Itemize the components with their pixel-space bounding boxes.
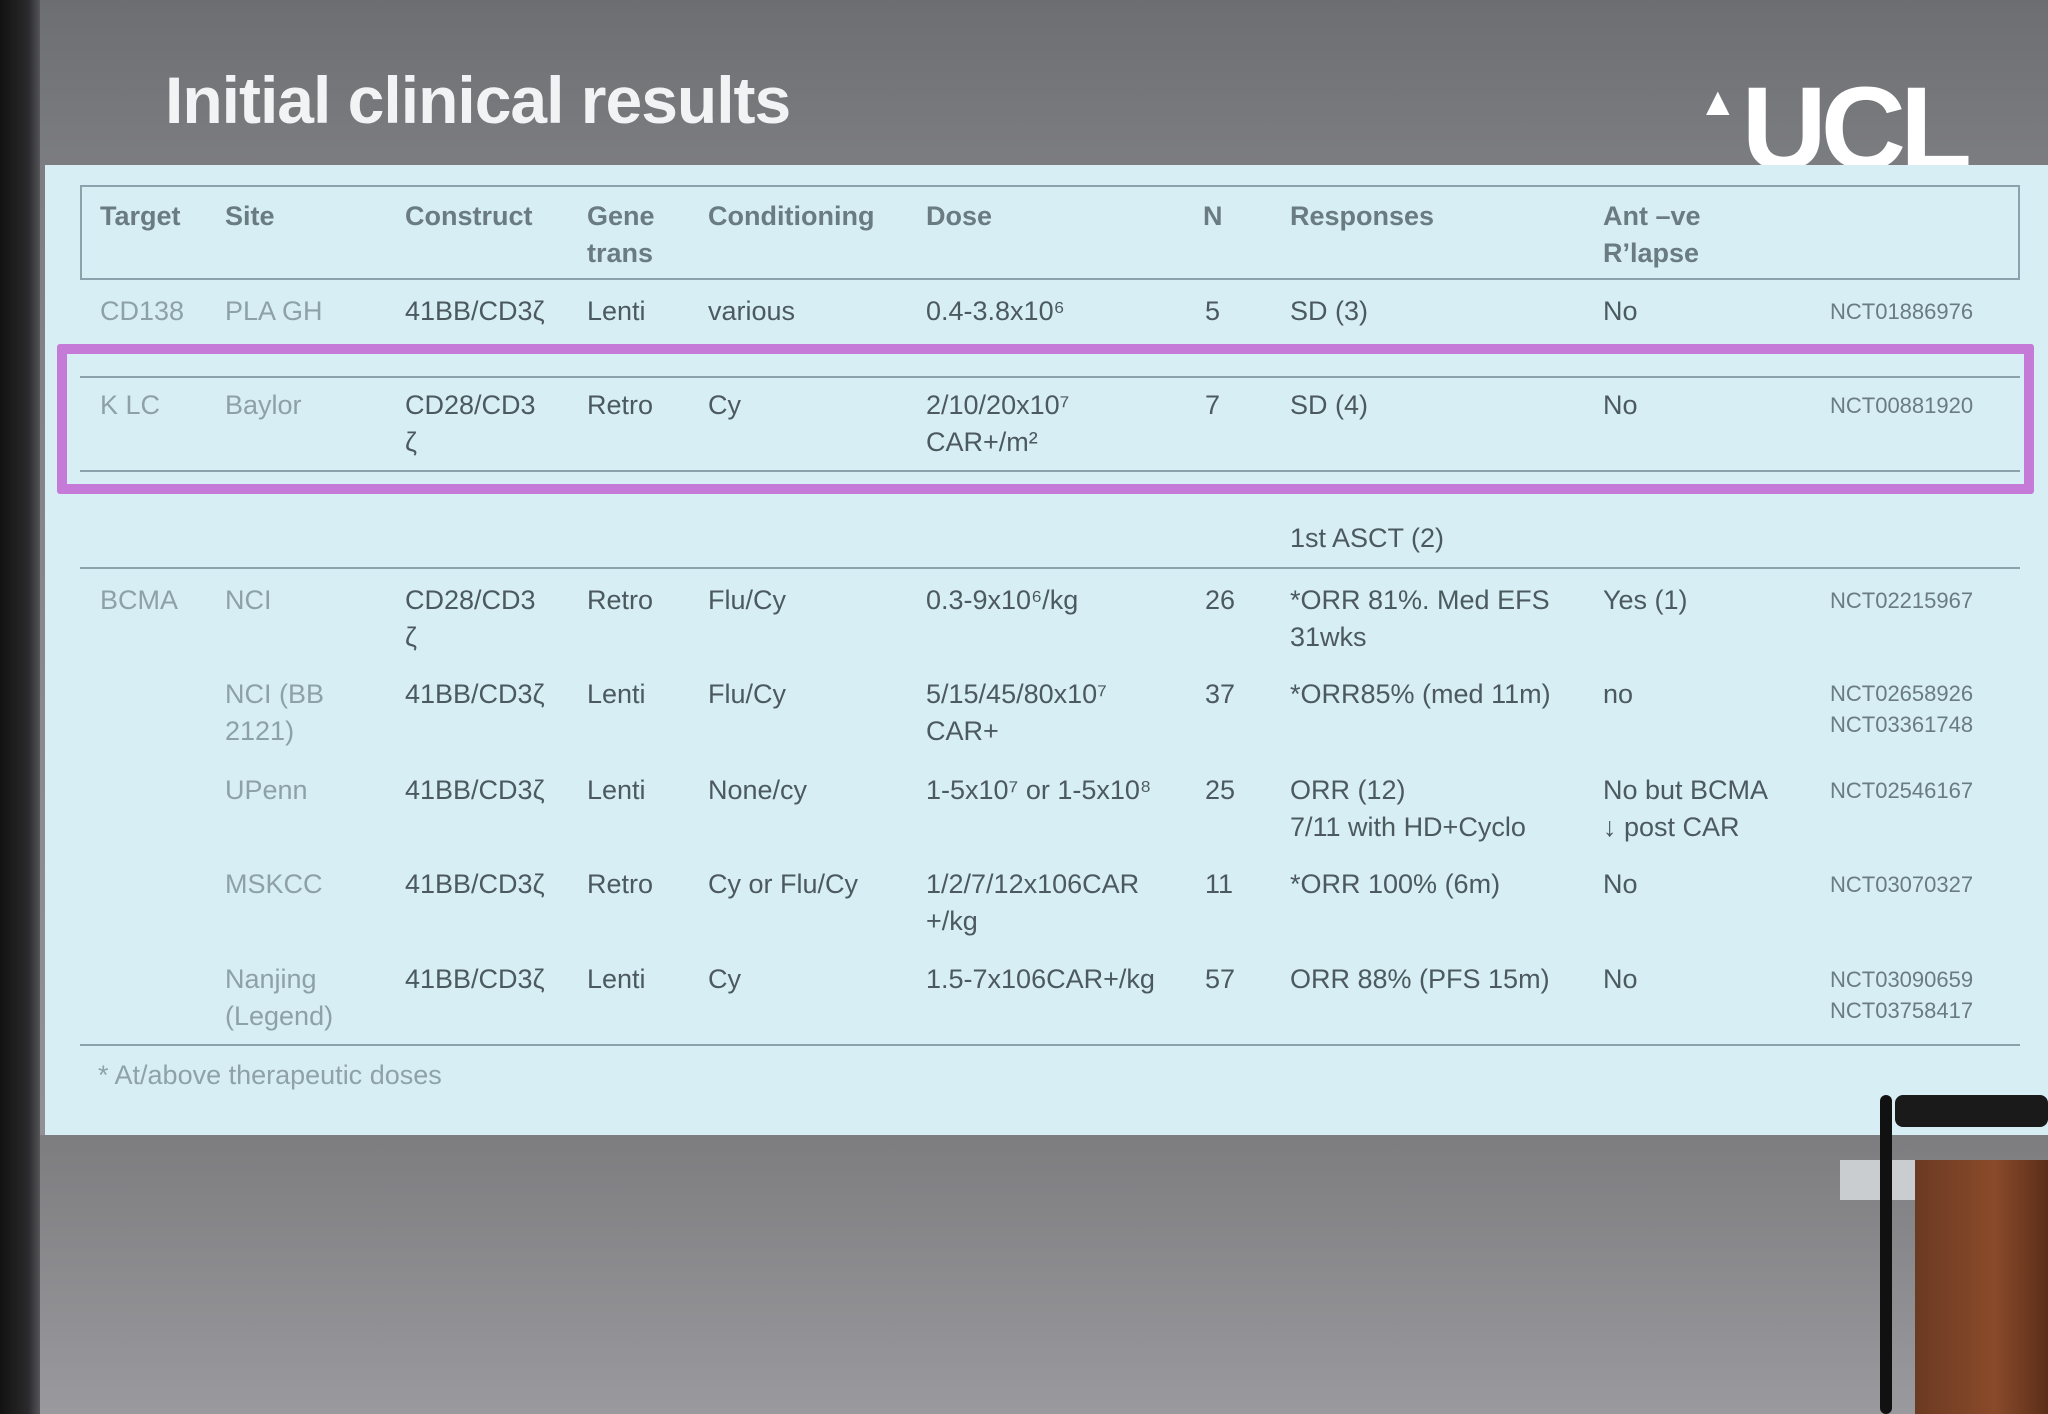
- row6-n: 11: [1205, 869, 1234, 899]
- header-bottom-border: [80, 278, 2020, 280]
- row7-dose: 1.5-7x106CAR+/kg: [926, 964, 1155, 994]
- row1-responses: SD (4): [1290, 390, 1369, 420]
- row1-target: K LC: [100, 390, 161, 420]
- row5-construct: 41BB/CD3ζ: [405, 775, 545, 805]
- row4-nct: NCT02658926 NCT03361748: [1830, 681, 1974, 737]
- table-panel: [45, 165, 2048, 1135]
- row6-relapse: No: [1603, 869, 1638, 899]
- header-n: N: [1203, 201, 1223, 231]
- header-right-border: [2018, 185, 2020, 280]
- logo-mark-icon: ▲: [1698, 80, 1738, 124]
- highlight-box: [57, 344, 2034, 494]
- microphone-icon: [1895, 1095, 2048, 1127]
- podium: [1915, 1160, 2048, 1414]
- row6-nct: NCT03070327: [1830, 872, 1974, 897]
- microphone-cable: [1880, 1095, 1892, 1414]
- row7-conditioning: Cy: [708, 964, 741, 994]
- row6-dose: 1/2/7/12x106CAR +/kg: [926, 869, 1140, 936]
- row3-site: NCI: [225, 585, 272, 615]
- header-responses: Responses: [1290, 201, 1435, 231]
- slide-header: [40, 0, 2048, 165]
- row0-dose: 0.4-3.8x10⁶: [926, 296, 1065, 326]
- row1-nct: NCT00881920: [1830, 393, 1974, 418]
- row0-gene: Lenti: [587, 296, 646, 326]
- row4-responses: *ORR85% (med 11m): [1290, 679, 1551, 709]
- row5-site: UPenn: [225, 775, 308, 805]
- row7-n: 57: [1205, 964, 1236, 994]
- row5-conditioning: None/cy: [708, 775, 808, 805]
- row0-n: 5: [1205, 296, 1221, 326]
- row0-conditioning: various: [708, 296, 796, 326]
- header-left-border: [80, 185, 82, 280]
- row4-n: 37: [1205, 679, 1236, 709]
- row1-bottom-border: [80, 470, 2020, 472]
- row1-dose: 2/10/20x10⁷ CAR+/m²: [926, 390, 1070, 457]
- row3-n: 26: [1205, 585, 1236, 615]
- row1-gene: Retro: [587, 390, 654, 420]
- header-ant-ve-relapse: Ant –ve R’lapse: [1603, 201, 1701, 268]
- row3-gene: Retro: [587, 585, 654, 615]
- row4-relapse: no: [1603, 679, 1634, 709]
- row0-responses: SD (3): [1290, 296, 1369, 326]
- row1-construct: CD28/CD3 ζ: [405, 390, 536, 457]
- header-dose: Dose: [926, 201, 993, 231]
- row3-conditioning: Flu/Cy: [708, 585, 787, 615]
- row3-target: BCMA: [100, 585, 179, 615]
- row0-target: CD138: [100, 296, 185, 326]
- row1-top-border: [80, 376, 2020, 378]
- row7-gene: Lenti: [587, 964, 646, 994]
- row1-relapse: No: [1603, 390, 1638, 420]
- row0-relapse: No: [1603, 296, 1638, 326]
- row5-relapse: No but BCMA ↓ post CAR: [1603, 775, 1769, 842]
- room-wall: [40, 1135, 2048, 1414]
- row7-relapse: No: [1603, 964, 1638, 994]
- row3-dose: 0.3-9x10⁶/kg: [926, 585, 1079, 615]
- table-bottom-border: [80, 1044, 2020, 1046]
- row7-construct: 41BB/CD3ζ: [405, 964, 545, 994]
- row0-site: PLA GH: [225, 296, 323, 326]
- slide-title: Initial clinical results: [165, 63, 791, 137]
- row7-site: Nanjing (Legend): [225, 964, 334, 1031]
- row7-nct: NCT03090659 NCT03758417: [1830, 967, 1974, 1023]
- header-target: Target: [100, 201, 181, 231]
- header-construct: Construct: [405, 201, 533, 231]
- row1-n: 7: [1205, 390, 1221, 420]
- row4-site: NCI (BB 2121): [225, 679, 325, 746]
- row6-gene: Retro: [587, 869, 654, 899]
- row1-site: Baylor: [225, 390, 302, 420]
- row0-construct: 41BB/CD3ζ: [405, 296, 545, 326]
- row0-nct: NCT01886976: [1830, 299, 1974, 324]
- row6-construct: 41BB/CD3ζ: [405, 869, 545, 899]
- header-top-border: [80, 185, 2020, 187]
- header-conditioning: Conditioning: [708, 201, 875, 231]
- row4-conditioning: Flu/Cy: [708, 679, 787, 709]
- row5-responses: ORR (12) 7/11 with HD+Cyclo: [1290, 775, 1526, 842]
- row4-construct: 41BB/CD3ζ: [405, 679, 545, 709]
- row3-nct: NCT02215967: [1830, 588, 1974, 613]
- row6-site: MSKCC: [225, 869, 323, 899]
- screen-edge: [0, 0, 40, 1414]
- row7-responses: ORR 88% (PFS 15m): [1290, 964, 1550, 994]
- row6-responses: *ORR 100% (6m): [1290, 869, 1501, 899]
- footnote: * At/above therapeutic doses: [98, 1060, 442, 1090]
- row2-responses: 1st ASCT (2): [1290, 523, 1445, 553]
- header-site: Site: [225, 201, 275, 231]
- row5-gene: Lenti: [587, 775, 646, 805]
- row3-construct: CD28/CD3 ζ: [405, 585, 536, 652]
- row5-dose: 1-5x10⁷ or 1-5x10⁸: [926, 775, 1152, 805]
- row5-n: 25: [1205, 775, 1236, 805]
- header-gene-trans: Gene trans: [587, 201, 655, 268]
- row3-responses: *ORR 81%. Med EFS 31wks: [1290, 585, 1550, 652]
- row4-dose: 5/15/45/80x10⁷ CAR+: [926, 679, 1107, 746]
- row2-bottom-border: [80, 567, 2020, 569]
- row5-nct: NCT02546167: [1830, 778, 1974, 803]
- row1-conditioning: Cy: [708, 390, 741, 420]
- row3-relapse: Yes (1): [1603, 585, 1688, 615]
- row6-conditioning: Cy or Flu/Cy: [708, 869, 859, 899]
- row4-gene: Lenti: [587, 679, 646, 709]
